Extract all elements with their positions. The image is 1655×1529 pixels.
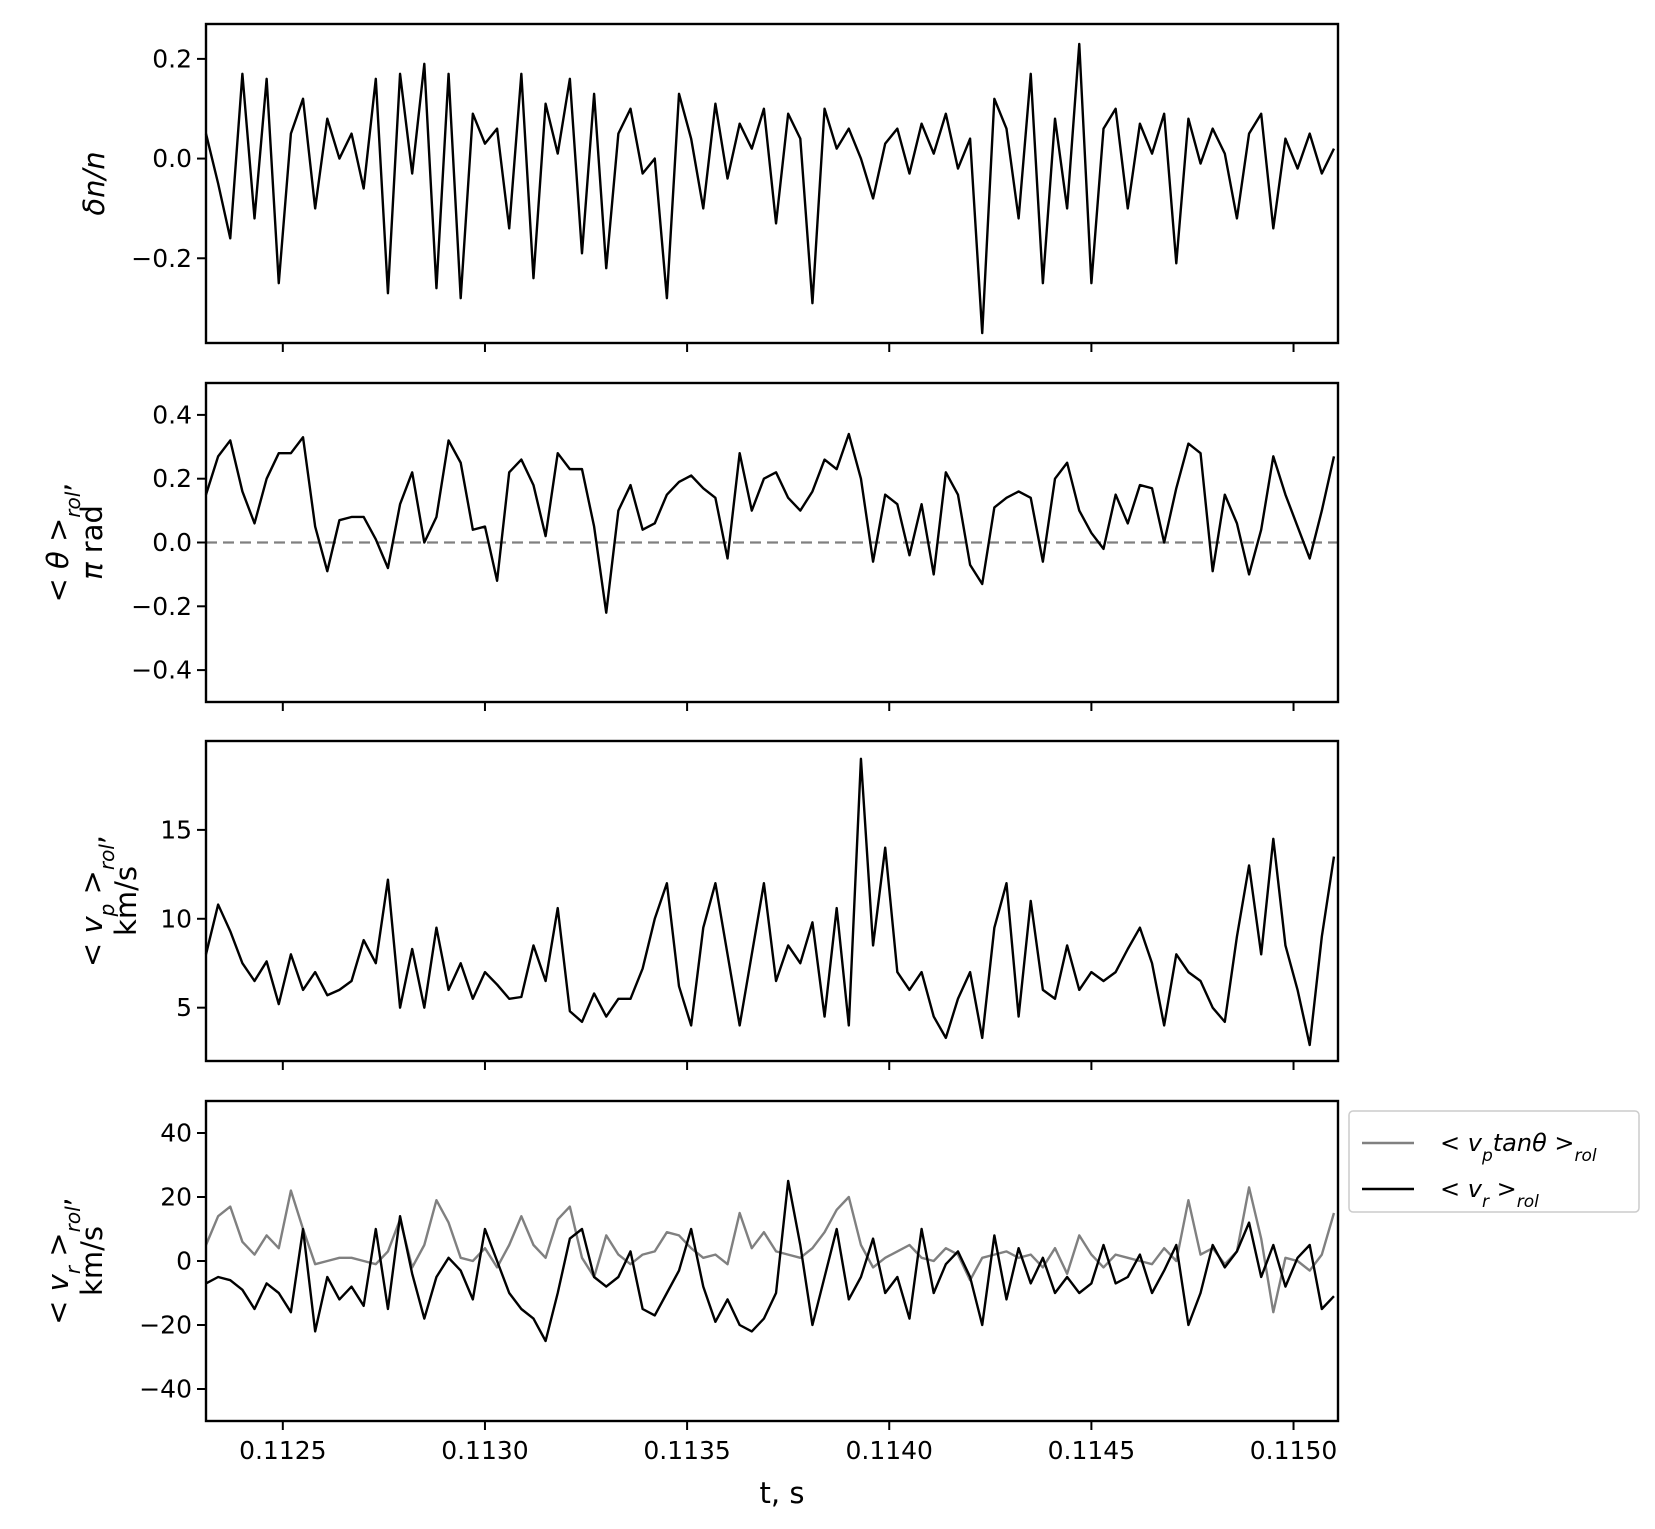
x-axis-label: t, s (760, 1476, 805, 1510)
y-axis-label: < vr >rol,km/s (41, 1197, 109, 1325)
series-line-1 (204, 757, 1336, 1047)
legend-label: < vr >rol (1440, 1175, 1539, 1212)
panel-1: 0.2 0.0 −0.2 δn/n (77, 22, 1340, 352)
y-tick-label: −40 (139, 1375, 192, 1404)
legend-box (1348, 1110, 1640, 1213)
y-tick-label: 15 (160, 815, 192, 844)
y-tick-label: 0.2 (152, 464, 192, 493)
y-axis-label-line1: < vp >rol, (75, 835, 119, 967)
y-tick-label: 20 (160, 1183, 192, 1212)
y-tick-label: 40 (160, 1119, 192, 1148)
y-tick-label: 0 (176, 1247, 192, 1276)
y-axis-label: < vp >rol,km/s (75, 835, 143, 967)
x-tick-label: 0.1125 (239, 1436, 326, 1465)
y-tick-label: −0.2 (131, 592, 192, 621)
y-tick-label: −0.2 (131, 244, 192, 273)
y-axis-label-line2: π rad (75, 505, 109, 580)
y-axis-label-line2: km/s (109, 866, 143, 936)
y-tick-label: −20 (139, 1311, 192, 1340)
y-tick-label: 10 (160, 904, 192, 933)
y-tick-label: 0.2 (152, 44, 192, 73)
y-axis-label: δn/n (77, 151, 111, 215)
legend-label: < vptanθ >rol (1440, 1129, 1597, 1166)
x-axis: t, s 0.1125 0.1130 0.1135 0.1140 0.1145 0.115… (239, 1436, 1337, 1510)
y-axis-label-line1: < θ >rol, (41, 482, 85, 602)
y-tick-label: 0.4 (152, 400, 192, 429)
y-tick-label: 5 (176, 993, 192, 1022)
panel-3: 15 10 5 < vp >rol,km/s (75, 739, 1340, 1070)
plot-frame (204, 22, 1340, 345)
panels: 0.2 0.0 −0.2 δn/n 0.4 0.2 0.0 −0.2 −0.4 < θ >rol,… (41, 22, 1640, 1430)
x-tick-label: 0.1135 (643, 1436, 730, 1465)
x-tick-label: 0.1140 (845, 1436, 932, 1465)
plot-frame (204, 739, 1340, 1063)
legend: < vptanθ >rol < vr >rol (1348, 1110, 1640, 1213)
panel-2: 0.4 0.2 0.0 −0.2 −0.4 < θ >rol,π rad (41, 381, 1340, 711)
y-axis-label-line1: < vr >rol, (41, 1197, 85, 1325)
y-tick-label: 0.0 (152, 528, 192, 557)
x-tick-label: 0.1150 (1250, 1436, 1337, 1465)
series-line-1 (204, 42, 1336, 335)
series-line-1 (204, 432, 1336, 614)
y-axis-label-line2: km/s (75, 1226, 109, 1296)
y-axis-label: < θ >rol,π rad (41, 482, 109, 602)
series-line-2 (205, 1179, 1335, 1343)
x-tick-label: 0.1145 (1048, 1436, 1135, 1465)
y-tick-label: 0.0 (152, 144, 192, 173)
series-line-1 (204, 1186, 1336, 1314)
y-tick-label: −0.4 (131, 656, 192, 685)
x-tick-label: 0.1130 (441, 1436, 528, 1465)
